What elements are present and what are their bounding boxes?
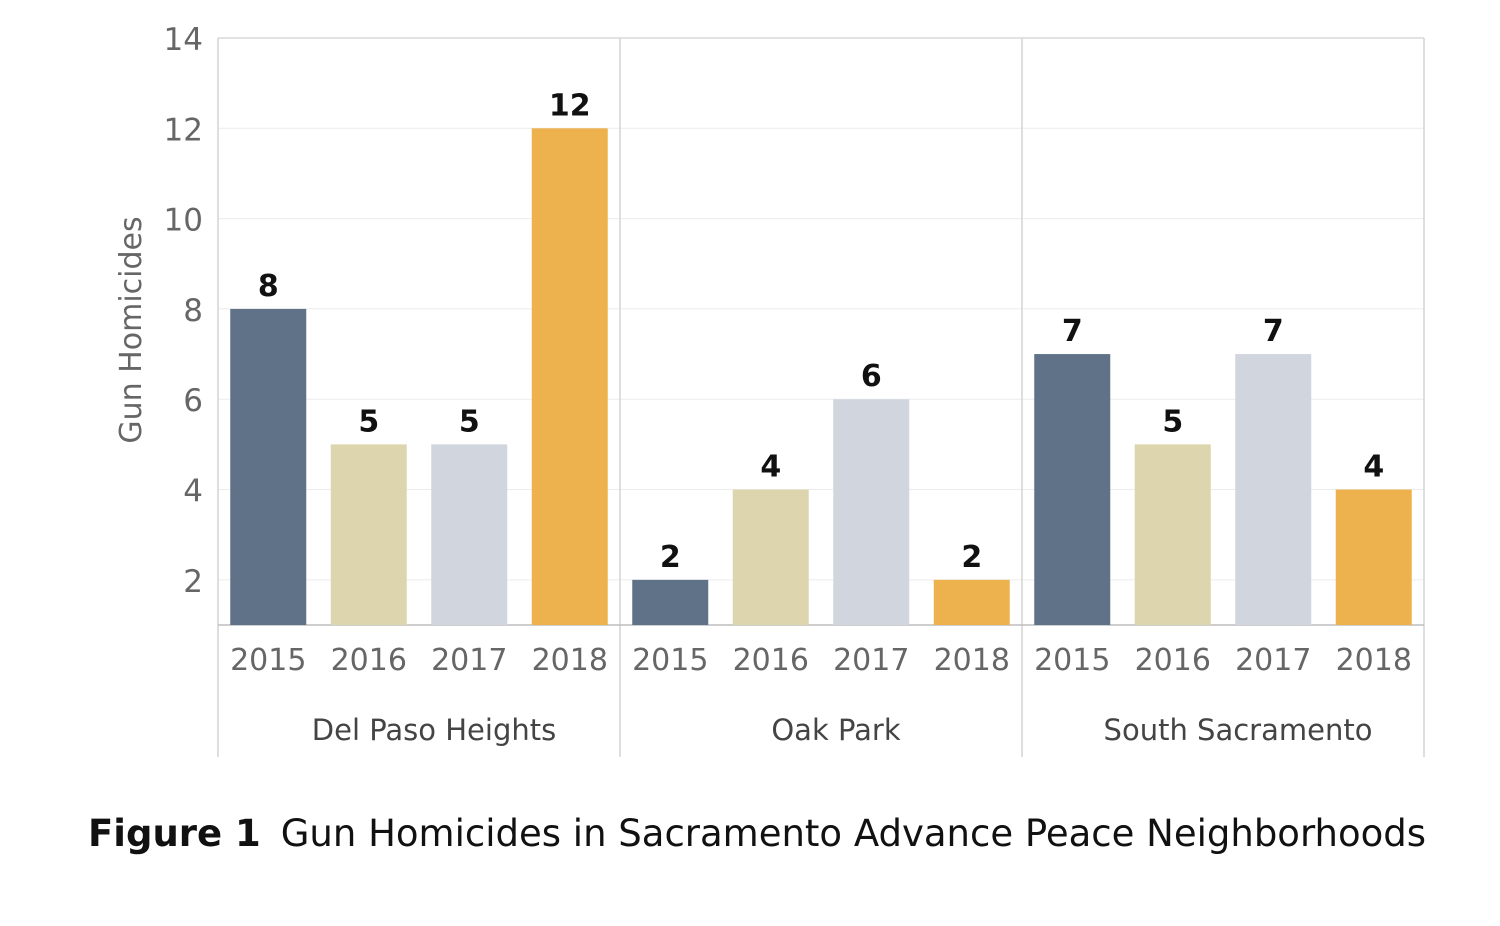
chart-frame <box>217 37 1425 757</box>
bar-oak-park-2015 <box>632 579 709 625</box>
figure-caption-text: Gun Homicides in Sacramento Advance Peac… <box>280 812 1426 855</box>
bar-oak-park-2016 <box>732 489 809 625</box>
data-label: 8 <box>258 269 279 304</box>
x-tick-label: 2016 <box>733 643 809 678</box>
y-tick-label: 6 <box>183 383 203 419</box>
data-label: 5 <box>1162 404 1183 439</box>
bar-del-paso-heights-2015 <box>230 308 307 625</box>
x-tick-label: 2015 <box>632 643 708 678</box>
bar-chart: 8 5 5 12 2 4 6 2 7 5 7 4 2 4 6 8 10 12 14 2015 2016 2017 2018… <box>114 22 1425 757</box>
x-tick-label: 2018 <box>934 643 1010 678</box>
x-tick-label: 2017 <box>833 643 909 678</box>
bar-oak-park-2018 <box>933 579 1010 625</box>
y-tick-label: 4 <box>183 474 203 510</box>
y-tick-label: 2 <box>183 564 203 600</box>
data-label: 2 <box>660 540 681 575</box>
data-label: 5 <box>358 404 379 439</box>
x-tick-label: 2017 <box>431 643 507 678</box>
y-axis-title: Gun Homicides <box>114 216 149 443</box>
x-tick-label: 2016 <box>1135 643 1211 678</box>
x-tick-label: 2015 <box>230 643 306 678</box>
data-label: 7 <box>1263 314 1284 349</box>
bar-south-sacramento-2017 <box>1235 354 1312 625</box>
x-tick-label: 2018 <box>532 643 608 678</box>
data-label: 7 <box>1062 314 1083 349</box>
data-label: 2 <box>961 540 982 575</box>
bar-del-paso-heights-2017 <box>431 444 508 625</box>
x-tick-label: 2018 <box>1336 643 1412 678</box>
y-tick-label: 12 <box>164 112 203 148</box>
x-tick-label: 2015 <box>1034 643 1110 678</box>
bar-oak-park-2017 <box>833 399 910 625</box>
y-tick-label: 8 <box>183 293 203 329</box>
data-labels: 8 5 5 12 2 4 6 2 7 5 7 4 <box>258 88 1384 575</box>
data-label: 5 <box>459 404 480 439</box>
group-label: Oak Park <box>771 713 900 747</box>
bar-south-sacramento-2018 <box>1335 489 1412 625</box>
bar-del-paso-heights-2018 <box>531 128 608 626</box>
bar-del-paso-heights-2016 <box>330 444 407 625</box>
data-label: 6 <box>861 359 882 394</box>
figure-caption: Figure 1 Gun Homicides in Sacramento Adva… <box>88 812 1426 855</box>
bar-south-sacramento-2016 <box>1134 444 1211 625</box>
y-tick-label: 14 <box>164 22 203 58</box>
data-label: 4 <box>760 450 781 485</box>
y-tick-label: 10 <box>164 203 203 239</box>
axes: 2 4 6 8 10 12 14 2015 2016 2017 2018 Del Paso Heigh… <box>114 22 1412 747</box>
bars <box>230 128 1412 626</box>
x-tick-label: 2016 <box>331 643 407 678</box>
data-label: 4 <box>1363 450 1384 485</box>
group-label: South Sacramento <box>1104 713 1373 747</box>
group-label: Del Paso Heights <box>312 713 556 747</box>
bar-south-sacramento-2015 <box>1034 354 1111 625</box>
data-label: 12 <box>549 88 591 123</box>
figure-caption-label: Figure 1 <box>88 812 261 855</box>
x-tick-label: 2017 <box>1235 643 1311 678</box>
